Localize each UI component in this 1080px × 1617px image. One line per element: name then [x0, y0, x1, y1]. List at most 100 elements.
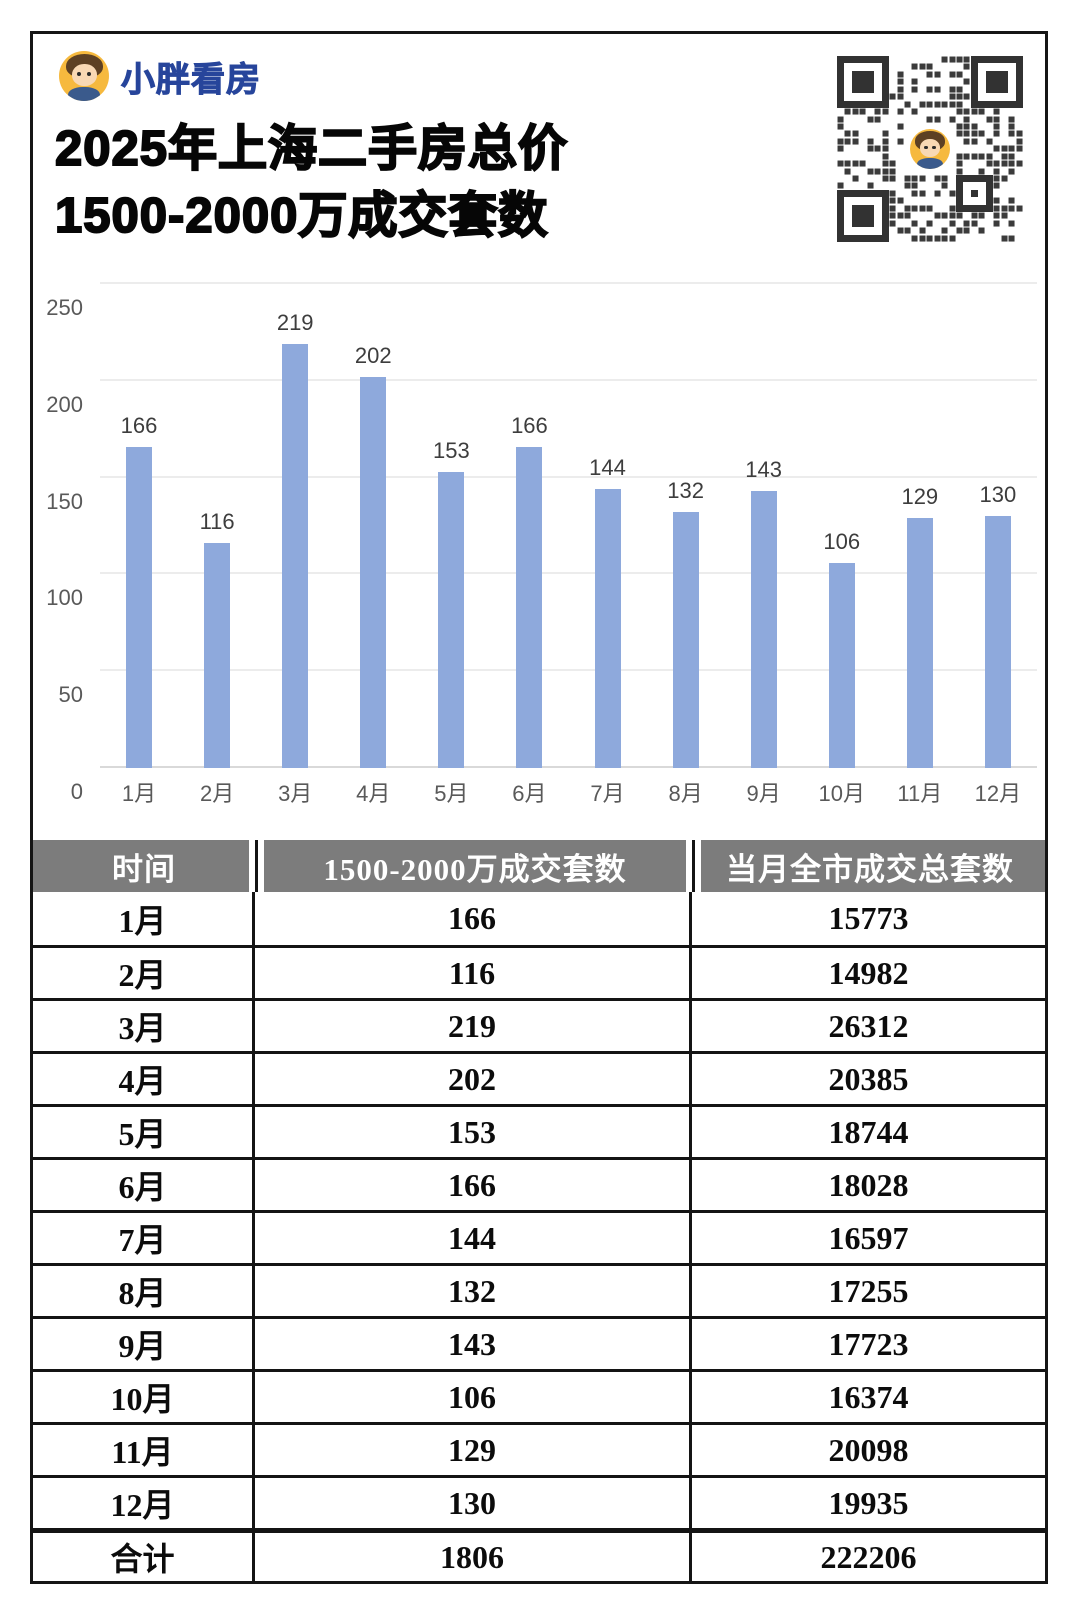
qr-module — [859, 78, 867, 86]
qr-module — [1015, 100, 1023, 109]
qr-module — [889, 123, 896, 130]
qr-module — [859, 197, 866, 204]
qr-module — [904, 63, 911, 70]
qr-module — [837, 63, 845, 71]
qr-module — [881, 85, 890, 94]
qr-module — [993, 108, 1001, 115]
qr-module — [1001, 168, 1008, 175]
qr-module — [874, 189, 882, 198]
bar-value-label: 132 — [667, 478, 704, 504]
qr-module — [866, 234, 875, 242]
bar — [906, 518, 933, 768]
bar-value-label: 129 — [901, 484, 939, 510]
qr-module — [956, 160, 963, 168]
qr-module — [1008, 190, 1015, 197]
qr-module — [985, 204, 994, 213]
qr-module — [882, 138, 889, 145]
qr-module — [919, 175, 926, 182]
bar — [672, 512, 699, 768]
y-axis-tick-label: 100 — [46, 585, 83, 611]
qr-module — [1008, 116, 1016, 123]
bar-value-label: 166 — [511, 412, 548, 438]
gridline: 0 — [71, 766, 1037, 804]
qr-module — [956, 145, 963, 152]
table-cell: 153 — [255, 1104, 692, 1157]
qr-module — [852, 93, 859, 100]
qr-module — [949, 227, 956, 234]
qr-module — [956, 235, 963, 242]
qr-module — [934, 212, 941, 220]
qr-module — [889, 182, 896, 189]
qr-module — [904, 123, 911, 130]
table-cell: 5月 — [33, 1104, 255, 1157]
qr-module — [852, 138, 859, 145]
qr-module — [956, 93, 963, 101]
qr-module — [978, 86, 985, 93]
bar-value-label: 166 — [120, 412, 158, 438]
qr-module — [859, 100, 867, 109]
qr-module — [919, 220, 926, 227]
qr-module — [934, 197, 941, 204]
table-cell: 11月 — [33, 1422, 255, 1475]
qr-module — [949, 56, 956, 63]
qr-module — [993, 116, 1001, 123]
qr-module — [859, 175, 866, 182]
qr-module — [859, 153, 866, 160]
qr-module — [897, 93, 904, 101]
qr-module — [874, 160, 881, 167]
qr-module — [986, 93, 993, 100]
table-cell: 10月 — [33, 1369, 255, 1422]
qr-module — [956, 71, 963, 78]
qr-module — [866, 189, 875, 198]
qr-module — [844, 86, 851, 93]
qr-module — [897, 212, 904, 220]
qr-module — [911, 197, 918, 204]
brand-avatar-icon — [59, 51, 109, 101]
qr-module — [844, 212, 851, 219]
qr-module — [1016, 145, 1023, 153]
bar-slot: 116 — [178, 284, 256, 768]
qr-module — [963, 116, 971, 123]
qr-module — [978, 130, 986, 138]
qr-module — [897, 130, 904, 137]
qr-module — [911, 63, 919, 71]
qr-module — [874, 123, 881, 130]
qr-module — [971, 197, 978, 204]
qr-module — [1016, 220, 1023, 227]
table-cell: 14982 — [692, 945, 1045, 998]
qr-module — [971, 145, 978, 152]
qr-module — [941, 175, 949, 182]
qr-module — [1008, 220, 1016, 227]
qr-module — [844, 138, 852, 145]
qr-module — [874, 93, 881, 100]
qr-module — [852, 145, 859, 152]
y-axis-tick-label: 150 — [46, 488, 83, 514]
qr-module — [1008, 235, 1016, 242]
qr-module — [919, 71, 926, 78]
qr-module — [970, 189, 979, 198]
qr-module — [889, 175, 896, 182]
qr-module — [978, 168, 986, 175]
qr-module — [919, 197, 926, 204]
table-cell: 8月 — [33, 1263, 255, 1316]
qr-module — [837, 108, 844, 115]
qr-module — [978, 56, 986, 64]
qr-module — [993, 235, 1000, 242]
qr-module — [867, 116, 874, 123]
qr-module — [934, 71, 941, 78]
bar-slot: 219 — [256, 284, 334, 768]
bar-slot: 129 — [881, 284, 959, 768]
qr-module — [993, 145, 1001, 153]
qr-module — [904, 101, 911, 108]
qr-module — [949, 160, 956, 167]
qr-module — [1008, 205, 1016, 212]
qr-module — [844, 123, 851, 130]
qr-module — [993, 63, 1000, 70]
x-axis-tick-label: 7月 — [590, 781, 625, 806]
qr-module — [837, 78, 845, 86]
qr-module — [889, 130, 896, 137]
qr-module — [941, 56, 949, 63]
qr-module — [882, 108, 889, 115]
qr-module — [889, 212, 896, 220]
qr-module — [844, 93, 851, 100]
